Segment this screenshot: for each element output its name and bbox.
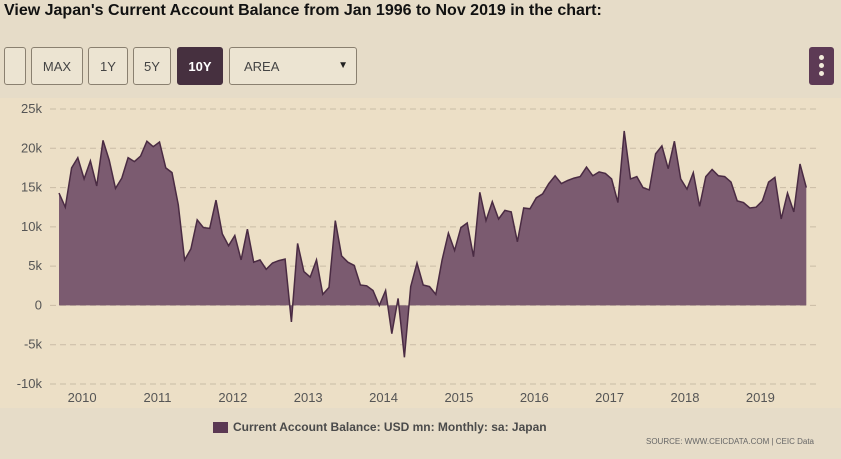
page-title: View Japan's Current Account Balance fro… [4, 2, 602, 19]
caret-down-icon: ▼ [338, 60, 348, 71]
y-tick-label: 10k [21, 219, 42, 234]
x-tick-label: 2014 [369, 390, 398, 405]
max-range-button[interactable]: MAX [31, 47, 83, 85]
y-tick-label: 0 [35, 297, 42, 312]
5y-range-button[interactable]: 5Y [133, 47, 171, 85]
y-tick-label: 20k [21, 140, 42, 155]
chart-legend[interactable]: Current Account Balance: USD mn: Monthly… [213, 420, 547, 434]
x-tick-label: 2013 [294, 390, 323, 405]
menu-dot-icon [819, 55, 824, 60]
x-tick-label: 2010 [68, 390, 97, 405]
x-tick-label: 2012 [218, 390, 247, 405]
10y-range-button[interactable]: 10Y [177, 47, 223, 85]
area-line [58, 130, 808, 358]
x-axis-ticks: 2010 2011 2012 2013 2014 2015 2016 2017 2018 2019 [68, 390, 775, 405]
x-tick-label: 2017 [595, 390, 624, 405]
menu-dot-icon [819, 63, 824, 68]
source-credit: SOURCE: WWW.CEICDATA.COM | CEIC Data [645, 437, 814, 446]
y-tick-label: -10k [17, 376, 43, 391]
y-axis-ticks: 25k 20k 15k 10k 5k 0 -5k -10k [17, 101, 43, 391]
chart-type-select[interactable]: AREA ▼ [229, 47, 357, 85]
chart-type-value: AREA [244, 58, 280, 74]
x-tick-label: 2015 [444, 390, 473, 405]
legend-label: Current Account Balance: USD mn: Monthly… [233, 420, 547, 434]
x-tick-label: 2019 [746, 390, 775, 405]
1y-range-button[interactable]: 1Y [88, 47, 128, 85]
chart-area-series [58, 130, 808, 358]
y-tick-label: 5k [28, 258, 42, 273]
chart-menu-button[interactable] [809, 47, 834, 85]
x-tick-label: 2011 [143, 390, 171, 405]
area-fill [59, 131, 807, 358]
y-tick-label: 25k [21, 101, 42, 116]
y-tick-label: 15k [21, 180, 42, 195]
legend-swatch [213, 421, 228, 433]
x-tick-label: 2018 [671, 390, 700, 405]
menu-dot-icon [819, 71, 824, 76]
x-tick-label: 2016 [520, 390, 549, 405]
blank-button[interactable] [4, 47, 26, 85]
y-tick-label: -5k [24, 337, 43, 352]
